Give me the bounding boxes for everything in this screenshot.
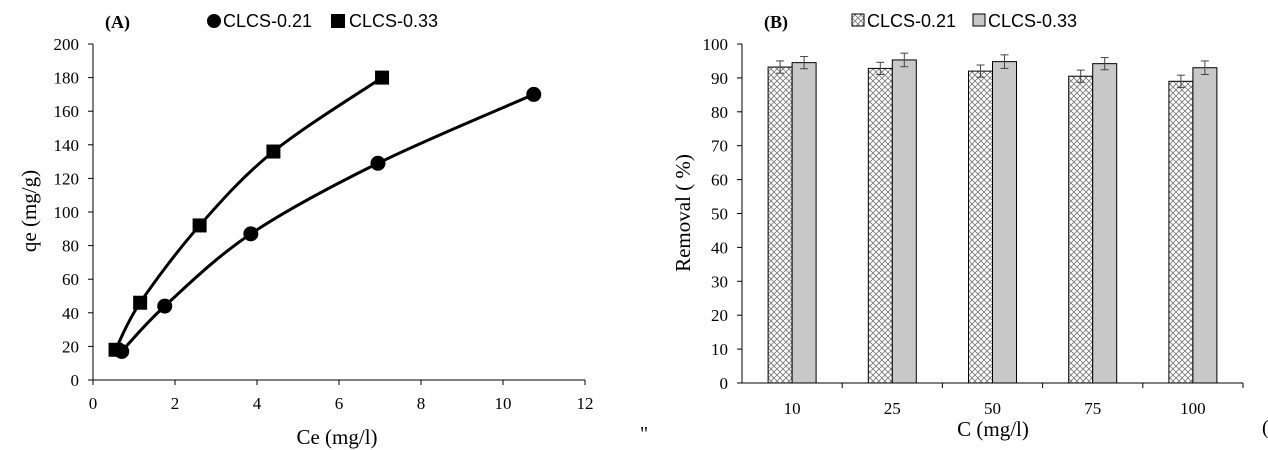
- panel-b-legend: CLCS-0.21 CLCS-0.33: [851, 11, 1077, 31]
- panel-b-legend-swatch-gray: [972, 13, 986, 27]
- panel-a-legend-label: CLCS-0.21: [223, 11, 312, 31]
- panel-a-label: (A): [105, 12, 130, 33]
- panel-b-y-tick-label: 60: [711, 171, 728, 190]
- panel-a-point-clcs-0.21: [157, 298, 173, 314]
- panel-b-y-tick-label: 100: [703, 35, 729, 54]
- panel-b-bar-clcs-0.33: [1192, 67, 1218, 384]
- panel-a-legend-marker-circle: [207, 14, 221, 28]
- panel-b-y-tick-label: 80: [711, 103, 728, 122]
- panel-b-y-tick-label: 70: [711, 137, 728, 156]
- panel-b-x-tick-label: 25: [884, 399, 901, 418]
- panel-a-isotherm-chart: (A) CLCS-0.21 CLCS-0.33 02040608010012014…: [17, 11, 594, 449]
- panel-a-x-tick-label: 0: [89, 394, 98, 413]
- panel-a-y-tick-label: 160: [54, 102, 80, 121]
- panel-a-points: [108, 70, 542, 359]
- panel-a-y-tick-label: 100: [54, 203, 80, 222]
- panel-a-y-tick-label: 0: [71, 371, 80, 390]
- panel-b-bar-clcs-0.33: [992, 61, 1017, 384]
- panel-a-point-clcs-0.33: [108, 342, 123, 357]
- panel-a-y-tick-label: 20: [62, 337, 79, 356]
- panel-a-point-clcs-0.33: [266, 144, 281, 159]
- panel-a-x-tick-label: 8: [417, 394, 426, 413]
- panel-a-y-tick-label: 180: [54, 69, 80, 88]
- panel-b-y-tick-label: 0: [720, 374, 729, 393]
- panel-b-y-tick-label: 40: [711, 238, 728, 257]
- panel-b-x-axis-title: C (mg/l): [957, 417, 1029, 441]
- panel-a-y-tick-label: 120: [54, 169, 80, 188]
- panel-b-bar-clcs-0.21: [1068, 75, 1094, 384]
- panel-b-y-tick-label: 20: [711, 306, 728, 325]
- panel-b-removal-chart: (B) CLCS-0.21 CLCS-0.33 0 10 20 30 40 50 60 70 80…: [671, 11, 1244, 441]
- panel-a-x-axis-title: Ce (mg/l): [296, 425, 377, 449]
- panel-b-y-tick-label: 30: [711, 272, 728, 291]
- panel-b-axes: 0 10 20 30 40 50 60 70 80 90 100 10 25 50 75 100: [703, 35, 1244, 418]
- panel-b-x-tick-label: 100: [1180, 399, 1206, 418]
- panel-a-legend-marker-square: [331, 14, 345, 28]
- panel-a-point-clcs-0.33: [133, 295, 148, 310]
- panel-b-bar-clcs-0.33: [891, 59, 917, 384]
- panel-a-y-tick-label: 140: [54, 136, 80, 155]
- panel-a-legend: CLCS-0.21 CLCS-0.33: [207, 11, 438, 31]
- panel-b-label: (B): [764, 12, 788, 33]
- panel-b-bar-clcs-0.21: [767, 66, 793, 384]
- panel-a-y-tick-label: 40: [62, 304, 79, 323]
- panel-b-y-tick-label: 90: [711, 69, 728, 88]
- panel-a-y-axis-title: qe (mg/g): [17, 170, 41, 252]
- panel-a-x-tick-label: 6: [335, 394, 344, 413]
- panel-a-x-tick-label: 4: [253, 394, 262, 413]
- panel-b-bar-clcs-0.21: [1168, 80, 1194, 384]
- panel-b-x-tick-label: 10: [784, 399, 801, 418]
- panel-a-y-tick-label: 60: [62, 270, 79, 289]
- panel-a-point-clcs-0.33: [192, 218, 207, 233]
- panel-a-x-tick-label: 10: [495, 394, 512, 413]
- panel-b-bar-clcs-0.33: [1092, 63, 1118, 384]
- panel-b-legend-label: CLCS-0.33: [988, 11, 1077, 31]
- panel-a-point-clcs-0.21: [370, 155, 386, 171]
- panel-a-x-tick-label: 12: [577, 394, 594, 413]
- panel-a-axes: 0 20 40 60 80 100 120 140 160 180 200 0 2 4 6 8 10 12: [54, 35, 594, 413]
- stray-quote-mark: ": [640, 423, 648, 445]
- panel-b-x-tick-label: 75: [1084, 399, 1101, 418]
- panel-b-bar-clcs-0.21: [867, 67, 893, 384]
- panel-a-curves: [114, 76, 535, 353]
- panel-b-legend-swatch-crosshatch: [851, 13, 865, 27]
- panel-a-curve-clcs-0.21: [120, 93, 535, 353]
- panel-a-point-clcs-0.33: [375, 70, 390, 85]
- panel-a-x-tick-label: 2: [171, 394, 180, 413]
- panel-a-curve-clcs-0.33: [114, 76, 383, 351]
- panel-b-bar-clcs-0.33: [791, 62, 817, 384]
- panel-b-bars: [767, 52, 1218, 384]
- panel-b-y-tick-label: 10: [711, 340, 728, 359]
- panel-b-y-tick-label: 50: [711, 205, 728, 224]
- stray-paren-mark: (: [1262, 417, 1268, 439]
- panel-a-point-clcs-0.21: [243, 226, 259, 242]
- panel-a-point-clcs-0.21: [526, 86, 542, 102]
- panel-a-y-tick-label: 200: [54, 35, 80, 54]
- panel-b-x-tick-label: 50: [984, 399, 1001, 418]
- panel-b-legend-label: CLCS-0.21: [867, 11, 956, 31]
- panel-a-legend-label: CLCS-0.33: [349, 11, 438, 31]
- panel-b-bar-clcs-0.21: [968, 70, 993, 384]
- panel-b-y-axis-title: Removal ( %): [671, 154, 695, 272]
- panel-a-y-tick-label: 80: [62, 237, 79, 256]
